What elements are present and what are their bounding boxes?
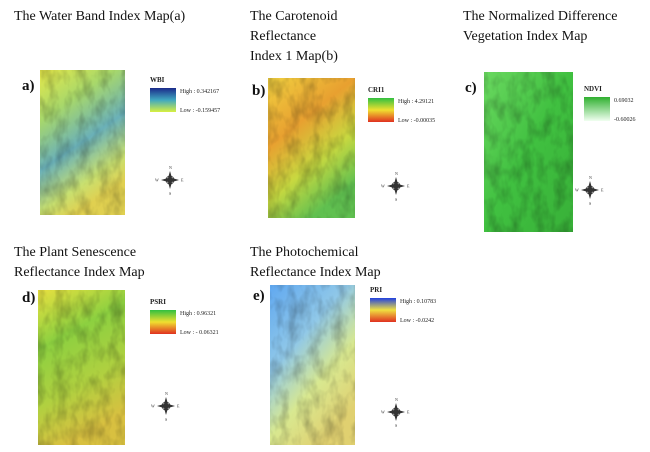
panel-letter: b) (252, 83, 265, 99)
legend-low: Low : - 0.06321 (180, 330, 219, 336)
compass-n: N (395, 397, 398, 402)
figure: The Water Band Index Map(a) a) WBI High : 0… (0, 0, 650, 452)
compass-rose (161, 171, 179, 189)
compass-e: E (177, 404, 180, 409)
legend-ramp (150, 310, 176, 334)
legend-high: High : 0.10783 (400, 299, 436, 305)
legend-high: High : 0.342167 (180, 89, 219, 95)
map-panel: The Carotenoid Reflectance Index 1 Map(b) b… (250, 9, 435, 218)
legend-ramp (370, 298, 396, 322)
compass-n: N (395, 171, 398, 176)
compass: N S E W (575, 175, 604, 206)
legend-low: Low : -0.00035 (398, 118, 435, 124)
compass-rose (387, 177, 405, 195)
compass-w: W (381, 184, 385, 189)
compass: N S E W (151, 391, 180, 422)
legend-high: 0.69032 (614, 98, 634, 104)
compass-e: E (601, 188, 604, 193)
panel-title: Reflectance Index Map (250, 265, 381, 280)
panel-title: The Water Band Index Map(a) (14, 9, 186, 24)
compass: N S E W (381, 397, 410, 428)
legend-high: High : 0.96321 (180, 311, 216, 317)
compass-s: S (395, 197, 397, 202)
panel-title: The Photochemical (250, 245, 359, 260)
map-texture (38, 290, 125, 445)
compass-n: N (165, 391, 168, 396)
legend-low: -0.60026 (614, 117, 636, 123)
compass-w: W (575, 188, 579, 193)
panel-letter: e) (253, 288, 265, 304)
panel-title: The Normalized Difference (463, 9, 617, 24)
compass-e: E (181, 178, 184, 183)
map-panel: The Water Band Index Map(a) a) WBI High : 0… (14, 9, 220, 215)
legend-title: CRI1 (368, 86, 385, 94)
compass-e: E (407, 410, 410, 415)
compass: N S E W (381, 171, 410, 202)
panel-title: Index 1 Map(b) (250, 49, 338, 64)
panel-title: Vegetation Index Map (463, 29, 587, 44)
legend-low: Low : -0.159457 (180, 108, 220, 114)
compass-s: S (169, 191, 171, 196)
legend-low: Low : -0.0242 (400, 318, 434, 324)
compass-s: S (395, 423, 397, 428)
panel-title: The Plant Senescence (14, 245, 136, 260)
legend-title: NDVI (584, 85, 602, 93)
map-texture (40, 70, 125, 215)
map-texture (268, 78, 355, 218)
map-texture (484, 72, 573, 232)
legend-high: High : 4.29121 (398, 99, 434, 105)
compass-n: N (589, 175, 592, 180)
panel-title: The Carotenoid (250, 9, 337, 24)
map-panel: The Normalized Difference Vegetation Inde… (463, 9, 636, 232)
panel-title: Reflectance Index Map (14, 265, 145, 280)
panel-letter: d) (22, 290, 35, 306)
compass-w: W (151, 404, 155, 409)
legend-title: WBI (150, 76, 165, 84)
legend-ramp (368, 98, 394, 122)
map-panel: The Photochemical Reflectance Index Map e)… (250, 245, 436, 445)
panel-letter: a) (22, 78, 35, 94)
legend-title: PSRI (150, 298, 166, 306)
compass-n: N (169, 165, 172, 170)
compass-e: E (407, 184, 410, 189)
compass-w: W (155, 178, 159, 183)
panel-title: Reflectance (250, 29, 316, 44)
compass-rose (581, 181, 599, 199)
compass-s: S (589, 201, 591, 206)
legend-title: PRI (370, 286, 382, 294)
panel-letter: c) (465, 80, 477, 96)
legend-ramp (584, 97, 610, 121)
compass: N S E W (155, 165, 184, 196)
legend-ramp (150, 88, 176, 112)
compass-s: S (165, 417, 167, 422)
map-texture (270, 285, 355, 445)
compass-rose (157, 397, 175, 415)
map-panel: The Plant Senescence Reflectance Index Ma… (14, 245, 219, 445)
compass-rose (387, 403, 405, 421)
compass-w: W (381, 410, 385, 415)
